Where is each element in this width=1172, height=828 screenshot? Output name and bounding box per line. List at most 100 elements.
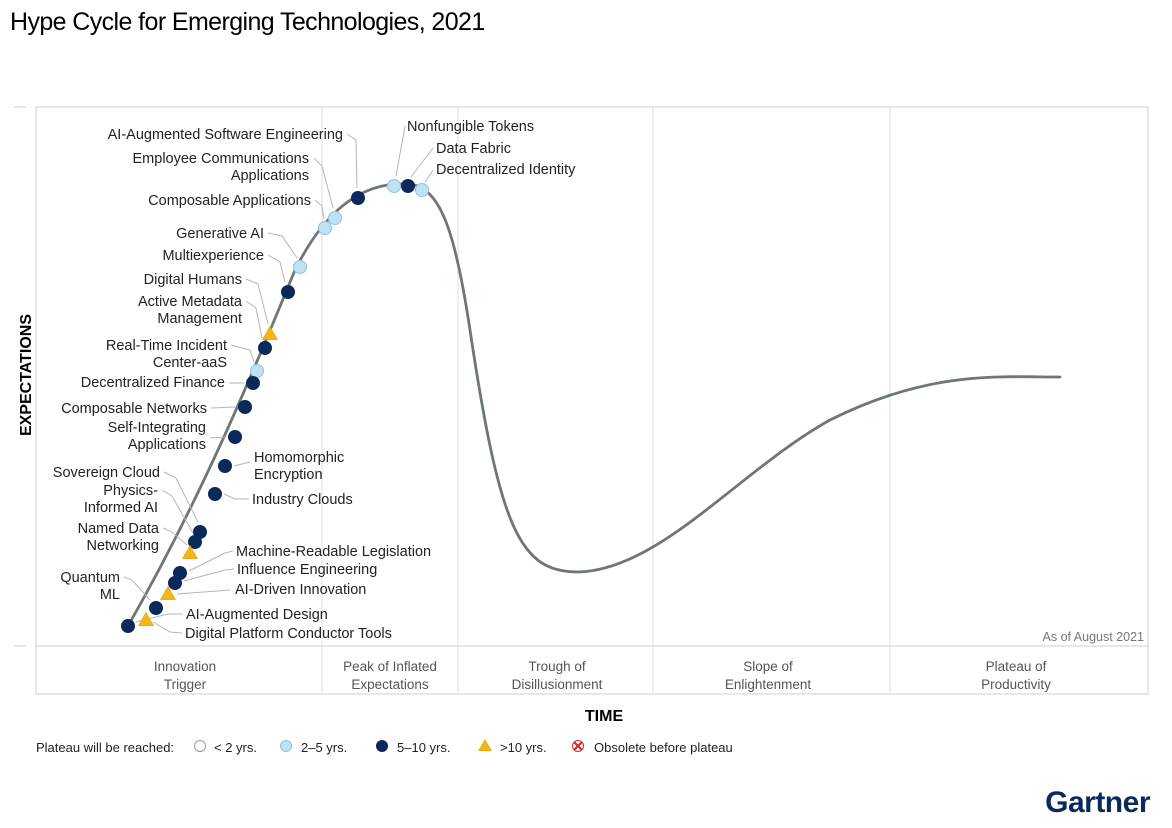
leader-line	[313, 157, 334, 209]
marker-more-than-10-yrs	[262, 325, 278, 340]
technology-point: Data Fabric	[401, 141, 511, 193]
technology-label: Data Fabric	[436, 141, 511, 157]
x-axis-label: TIME	[585, 708, 624, 725]
phase-label: Innovation	[154, 659, 216, 674]
technology-point: AI-Driven Innovation	[160, 582, 366, 600]
legend-item: < 2 yrs.	[194, 740, 257, 755]
technology-label: Real-Time Incident	[106, 338, 227, 354]
technology-label: Composable Networks	[61, 401, 207, 417]
marker-5-to-10-yrs	[401, 179, 415, 193]
technology-label: Multiexperience	[162, 248, 264, 264]
chart-title: Hype Cycle for Emerging Technologies, 20…	[10, 8, 485, 36]
leader-line	[233, 461, 251, 467]
marker-5-to-10-yrs	[351, 191, 365, 205]
technology-label: Named Data	[78, 521, 160, 537]
phase-label: Trigger	[164, 677, 207, 692]
leader-line	[183, 568, 235, 582]
technology-point: Decentralized Finance	[81, 375, 260, 391]
technology-label: Influence Engineering	[237, 562, 377, 578]
leader-line	[176, 589, 231, 595]
as-of-note: As of August 2021	[1043, 630, 1145, 644]
technology-label: AI-Augmented Design	[186, 607, 328, 623]
technology-label: Active Metadata	[138, 294, 243, 310]
marker-5-to-10-yrs	[246, 376, 260, 390]
technology-label: Physics-	[103, 483, 158, 499]
marker-5-to-10-yrs	[149, 601, 163, 615]
leader-line	[123, 576, 151, 601]
marker-5-to-10-yrs	[258, 341, 272, 355]
technology-label: Generative AI	[176, 226, 264, 242]
marker-5-to-10-yrs	[228, 430, 242, 444]
technology-label: Informed AI	[84, 500, 158, 516]
hype-curve	[126, 182, 1062, 628]
plot-frame	[35, 106, 1149, 695]
gartner-logo: Gartner	[1045, 786, 1150, 819]
legend-prefix: Plateau will be reached:	[36, 740, 174, 755]
legend-item: Obsolete before plateau	[572, 740, 733, 755]
technology-point: Nonfungible Tokens	[387, 119, 534, 193]
leader-line	[223, 493, 249, 500]
legend: Plateau will be reached: < 2 yrs. 2–5 yrs.…	[36, 739, 733, 755]
phase-label: Trough of	[528, 659, 586, 674]
technology-label: Employee Communications	[133, 151, 310, 167]
technology-label: ML	[100, 587, 120, 603]
technology-label: Sovereign Cloud	[53, 465, 160, 481]
technology-label: Networking	[86, 538, 159, 554]
marker-5-to-10-yrs	[376, 740, 388, 752]
leader-line	[245, 278, 269, 325]
phase-label: Peak of Inflated	[343, 659, 437, 674]
technology-point: Machine-Readable Legislation	[173, 544, 431, 580]
leader-line	[162, 527, 188, 546]
technology-label: Applications	[231, 168, 309, 184]
technology-label: Self-Integrating	[108, 420, 206, 436]
legend-item: 5–10 yrs.	[376, 740, 450, 755]
technology-label: Digital Platform Conductor Tools	[185, 626, 392, 642]
technology-point: AI-Augmented Design	[121, 607, 328, 633]
leader-line	[346, 133, 358, 189]
marker-5-to-10-yrs	[238, 400, 252, 414]
marker-5-to-10-yrs	[188, 535, 202, 549]
technology-point: Physics-Informed AI	[84, 483, 202, 549]
marker-2-to-5-yrs	[293, 260, 307, 274]
marker-2-to-5-yrs	[328, 211, 342, 225]
technology-label: Quantum	[60, 570, 120, 586]
phase-label: Enlightenment	[725, 677, 812, 692]
marker-5-to-10-yrs	[208, 487, 222, 501]
technology-point: Decentralized Identity	[415, 162, 576, 197]
technology-point: Digital Humans	[144, 272, 278, 340]
y-axis-label: EXPECTATIONS	[18, 314, 35, 436]
leader-line	[230, 344, 255, 363]
technology-label: Decentralized Identity	[436, 162, 576, 178]
technology-point: AI-Augmented Software Engineering	[108, 127, 365, 205]
marker-2-to-5-yrs	[280, 740, 292, 752]
marker-2-to-5-yrs	[318, 221, 332, 235]
phase-label: Productivity	[981, 677, 1051, 692]
legend-label: >10 yrs.	[500, 740, 547, 755]
phase-label: Plateau of	[986, 659, 1047, 674]
marker-more-than-10-yrs	[182, 544, 198, 559]
marker-obsolete	[572, 740, 584, 752]
marker-more-than-10-yrs	[160, 585, 176, 600]
leader-line	[267, 254, 286, 283]
marker-more-than-10-yrs	[478, 739, 492, 752]
legend-item: >10 yrs.	[478, 739, 547, 755]
technology-label: AI-Augmented Software Engineering	[108, 127, 343, 143]
marker-2-to-5-yrs	[387, 179, 401, 193]
leader-line	[267, 232, 298, 259]
technology-label: Center-aaS	[153, 355, 227, 371]
technology-label: Machine-Readable Legislation	[236, 544, 431, 560]
leader-line	[152, 621, 183, 634]
technology-point: Multiexperience	[162, 248, 295, 299]
technology-label: AI-Driven Innovation	[235, 582, 366, 598]
marker-more-than-10-yrs	[138, 611, 154, 626]
technology-point: Influence Engineering	[168, 562, 377, 590]
technology-label: Nonfungible Tokens	[407, 119, 534, 135]
